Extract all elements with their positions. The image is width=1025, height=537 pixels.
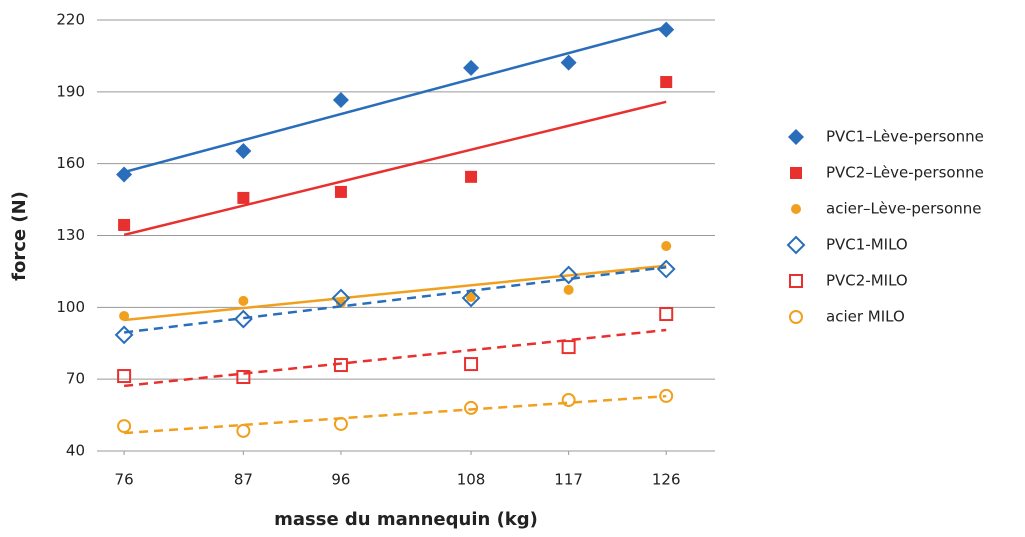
y-tick-label: 160 [56,154,85,172]
y-tick-label: 220 [56,11,85,29]
marker [118,218,131,231]
x-tick-label: 126 [652,471,681,489]
marker [658,21,675,38]
legend-label: acier MILO [826,308,905,326]
marker [238,295,249,306]
marker [786,235,806,255]
marker [333,416,348,431]
y-axis-title: force (N) [9,191,30,281]
marker [788,129,804,145]
legend-label: acier–Lève-personne [826,200,982,218]
x-tick-label: 108 [457,471,486,489]
marker [656,259,676,279]
y-tick-label: 70 [66,370,85,388]
marker [561,340,576,355]
y-tick-label: 40 [66,442,85,460]
trendline [123,328,667,388]
y-tick-label: 130 [56,226,85,244]
marker [331,288,351,308]
marker [660,76,673,89]
marker [790,167,802,179]
marker [789,274,803,288]
marker [463,59,480,76]
marker [464,400,479,415]
marker [465,170,478,183]
marker [791,204,801,214]
marker [659,388,674,403]
marker [332,91,349,108]
marker [116,166,133,183]
marker [789,310,803,324]
marker [237,191,250,204]
trendline [123,25,667,174]
x-tick-label: 117 [554,471,583,489]
marker [659,307,674,322]
x-axis-title: masse du mannequin (kg) [274,509,538,530]
marker [117,369,132,384]
marker [563,284,574,295]
marker [464,357,479,372]
trendline [123,100,667,237]
legend-label: PVC1–Lève-personne [826,128,984,146]
marker [559,265,579,285]
marker [235,142,252,159]
marker [461,288,481,308]
marker [114,325,134,345]
y-tick-label: 100 [56,298,85,316]
marker [117,419,132,434]
marker [333,358,348,373]
marker [119,310,130,321]
marker [560,54,577,71]
marker [236,423,251,438]
trendline [123,264,667,322]
legend-label: PVC2-MILO [826,272,908,290]
marker [334,185,347,198]
x-tick-label: 96 [331,471,350,489]
legend-label: PVC2–Lève-personne [826,164,984,182]
trendline [124,394,667,435]
trendline [123,266,667,334]
marker [236,370,251,385]
x-tick-label: 87 [234,471,253,489]
marker [233,309,253,329]
marker [661,241,672,252]
legend-label: PVC1-MILO [826,236,908,254]
x-tick-label: 76 [115,471,134,489]
marker [561,392,576,407]
marker [466,292,477,303]
y-tick-label: 190 [56,82,85,100]
